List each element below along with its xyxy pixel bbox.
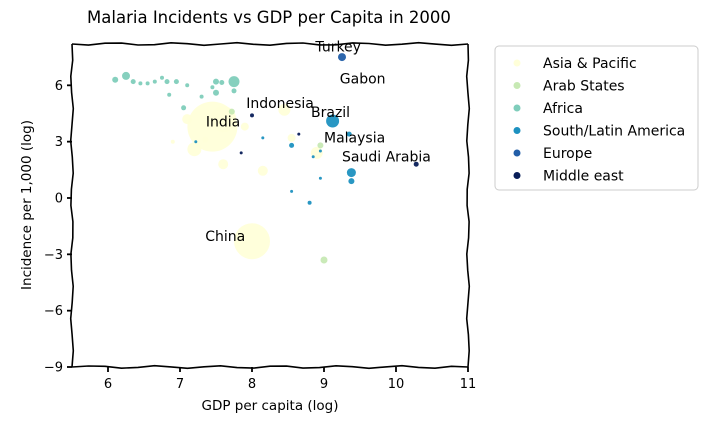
legend-marker: [513, 104, 521, 112]
x-tick-label: 6: [104, 377, 112, 392]
legend-marker: [513, 59, 521, 67]
legend-marker: [513, 172, 521, 179]
data-point: [152, 79, 157, 84]
x-tick-label: 8: [248, 377, 256, 392]
data-point: [290, 189, 294, 193]
data-point: [185, 83, 190, 88]
point-annotation: Gabon: [340, 71, 386, 87]
data-point: [239, 151, 243, 155]
legend-entry: South/Latin America: [543, 124, 685, 140]
legend-marker: [513, 82, 521, 89]
y-tick-label: 0: [55, 191, 63, 206]
point-annotation: Saudi Arabia: [342, 149, 431, 165]
data-point: [261, 136, 265, 140]
data-point: [348, 178, 355, 185]
annotations: China Turkey Gabon Indonesia India Brazil Mala…: [205, 40, 431, 246]
y-axis-ticks: −9 −6 −3 0 3 6: [44, 79, 72, 376]
data-point: [213, 78, 219, 85]
data-point: [317, 142, 324, 149]
data-point: [318, 149, 322, 153]
data-point: [228, 108, 235, 115]
data-point: [194, 140, 198, 144]
legend-entry: Europe: [543, 146, 592, 162]
y-tick-label: −9: [44, 361, 63, 376]
data-point: [199, 94, 204, 99]
point-annotation: China: [205, 229, 245, 245]
data-point: [112, 76, 119, 83]
data-point: [346, 168, 356, 178]
frame-left: [69, 43, 75, 368]
data-point: [181, 105, 187, 111]
data-point: [228, 76, 240, 88]
legend-entry: Middle east: [543, 169, 624, 185]
data-point: [289, 142, 295, 148]
legend: Asia & Pacific Arab States Africa South/Lat…: [494, 45, 699, 191]
point-annotation: India: [206, 115, 240, 131]
y-tick-label: 3: [55, 135, 63, 150]
plot-frame: [69, 41, 471, 370]
x-tick-label: 7: [176, 377, 184, 392]
legend-entry: Arab States: [543, 79, 625, 95]
x-axis-label: GDP per capita (log): [202, 398, 339, 414]
data-point: [167, 92, 172, 97]
data-point: [170, 139, 175, 144]
data-point: [187, 142, 202, 157]
legend-box: [494, 45, 699, 191]
data-point: [202, 136, 209, 143]
data-points: [112, 53, 419, 264]
y-tick-label: −6: [44, 304, 63, 319]
data-point: [257, 165, 268, 176]
data-point: [231, 88, 237, 94]
data-point: [326, 114, 340, 128]
data-point: [234, 223, 270, 260]
data-point: [307, 200, 312, 205]
y-axis-label: Incidence per 1,000 (log): [19, 120, 35, 290]
frame-bottom: [71, 364, 469, 370]
data-point: [160, 75, 164, 80]
data-point: [240, 122, 249, 131]
data-point: [338, 53, 346, 62]
data-point: [130, 79, 136, 85]
point-annotation: Brazil: [311, 105, 350, 121]
frame-top: [71, 41, 469, 47]
legend-marker: [513, 149, 521, 157]
x-tick-label: 10: [388, 377, 405, 392]
point-annotation: Malaysia: [324, 131, 385, 147]
legend-entry: Africa: [543, 101, 583, 117]
data-point: [122, 71, 130, 80]
data-point: [145, 81, 150, 86]
point-annotation: Turkey: [314, 40, 361, 56]
data-point: [250, 113, 254, 118]
data-point: [320, 256, 328, 264]
data-point: [297, 132, 301, 136]
data-point: [210, 85, 215, 90]
x-axis-ticks: 6 7 8 9 10 11: [104, 367, 476, 392]
y-tick-label: −3: [44, 248, 63, 263]
y-tick-label: 6: [55, 79, 63, 94]
data-point: [213, 89, 219, 96]
data-point: [346, 131, 352, 137]
data-point: [138, 81, 143, 86]
legend-entry: Asia & Pacific: [543, 56, 637, 72]
frame-right: [465, 43, 471, 368]
data-point: [173, 79, 179, 85]
data-point: [182, 114, 193, 125]
x-tick-label: 9: [320, 377, 328, 392]
legend-marker: [513, 127, 521, 134]
chart-title: Malaria Incidents vs GDP per Capita in 2…: [87, 8, 451, 27]
point-annotation: Indonesia: [246, 96, 314, 112]
data-point: [287, 133, 296, 142]
data-point: [318, 176, 322, 180]
data-point: [219, 80, 225, 85]
data-point: [218, 159, 229, 170]
x-tick-label: 11: [460, 377, 477, 392]
data-point: [278, 103, 291, 116]
data-point: [164, 79, 170, 85]
data-point: [413, 161, 419, 167]
data-point: [311, 155, 315, 159]
